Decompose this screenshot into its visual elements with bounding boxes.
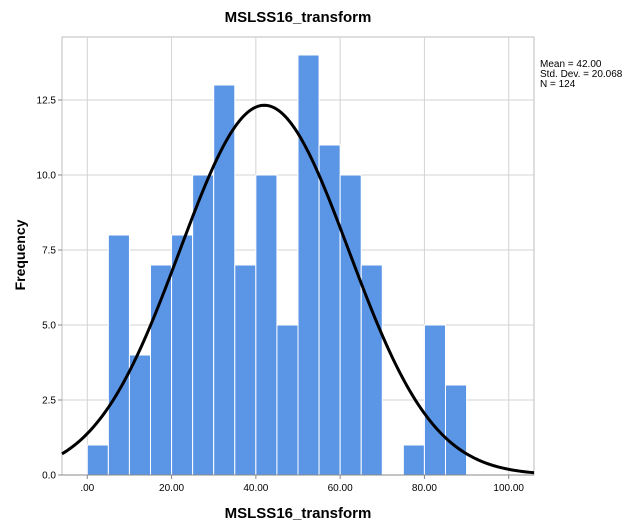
histogram-bar (86, 444, 109, 476)
x-tick-label: .00 (80, 483, 94, 494)
histogram-bar (339, 174, 362, 476)
y-tick-label: 5.0 (42, 321, 56, 332)
histogram-bar (423, 324, 446, 476)
x-tick-label: 40.00 (243, 483, 268, 494)
histogram-bar (171, 234, 194, 476)
stats-mean: Mean = 42.00 (540, 59, 602, 70)
x-axis-label: MSLSS16_transform (224, 505, 372, 522)
histogram-bar (276, 324, 299, 476)
stats-n: N = 124 (540, 79, 576, 90)
histogram-bar (192, 174, 215, 476)
chart-title: MSLSS16_transform (224, 9, 372, 26)
y-tick-label: 7.5 (42, 246, 56, 257)
y-tick-label: 12.5 (37, 96, 57, 107)
normal-curve (61, 103, 535, 475)
histogram-bar (402, 444, 425, 476)
y-tick-label: 0.0 (42, 471, 56, 482)
x-tick-label: 100.00 (493, 483, 524, 494)
histogram-bar (128, 354, 152, 476)
x-tick-label: 20.00 (159, 483, 184, 494)
stats-legend: Mean = 42.00 Std. Dev. = 20.068 N = 124 (540, 60, 622, 90)
histogram-bar (297, 54, 320, 476)
x-tick-label: 80.00 (412, 483, 437, 494)
stats-std-dev: Std. Dev. = 20.068 (540, 69, 623, 80)
y-tick-label: 10.0 (37, 171, 57, 182)
histogram-bar (318, 144, 341, 476)
histogram-bar (234, 264, 257, 476)
x-tick-label: 60.00 (328, 483, 353, 494)
histogram-bar (445, 384, 468, 476)
histogram-bar (255, 174, 278, 476)
y-tick-label: 2.5 (42, 396, 56, 407)
histogram-bar (360, 264, 383, 476)
histogram-bar (107, 234, 130, 476)
y-axis-label: Frequency (12, 219, 28, 291)
